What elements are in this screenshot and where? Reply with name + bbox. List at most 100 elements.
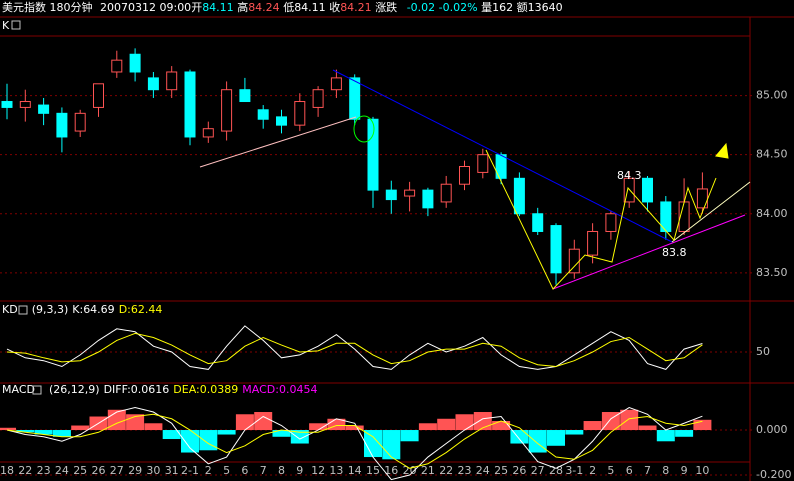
macd-title: MACD — [2, 383, 35, 396]
x-tick-label: 16 — [384, 464, 398, 477]
circle-marker — [353, 115, 375, 143]
macd-bar — [418, 423, 437, 431]
macd-bar — [583, 421, 602, 431]
candle-body — [513, 177, 525, 215]
candle-body — [166, 71, 178, 91]
macd-bar — [0, 427, 16, 431]
macd-bar — [162, 430, 181, 440]
candle-body — [312, 89, 324, 108]
candle-body — [221, 89, 233, 132]
macd-bar — [492, 421, 511, 431]
series-line — [6, 325, 703, 370]
macd-bar — [693, 419, 712, 431]
arrow-head — [715, 142, 729, 159]
x-tick-label: 30 — [146, 464, 160, 477]
macd-bar — [327, 418, 346, 431]
kd-params: (9,3,3) — [32, 303, 69, 316]
macd-bar — [473, 412, 492, 431]
x-tick-label: 31 — [165, 464, 179, 477]
macd-bar — [181, 430, 199, 453]
x-tick-label: 24 — [55, 464, 69, 477]
low-label: 低 — [283, 1, 294, 14]
diff-value: 0.0616 — [131, 383, 170, 396]
candle-body — [404, 189, 416, 197]
series-line — [6, 332, 703, 368]
macd-bar — [528, 430, 547, 453]
x-tick-label: 8 — [278, 464, 285, 477]
candle-body — [477, 154, 489, 173]
dea-label: DEA: — [173, 383, 199, 396]
candle-body — [568, 248, 580, 274]
candle-body — [495, 154, 507, 179]
x-tick-label: 5 — [607, 464, 614, 477]
macd-bar — [34, 430, 53, 435]
x-tick-label: 13 — [329, 464, 343, 477]
candle-body — [623, 177, 635, 203]
x-tick-label: 23 — [37, 464, 51, 477]
x-tick-label: 26 — [512, 464, 526, 477]
trend-line — [332, 69, 673, 243]
macd-bar — [144, 423, 163, 431]
candle-body — [367, 118, 379, 191]
x-tick-label: 25 — [494, 464, 508, 477]
frame — [0, 16, 794, 481]
x-tick-label: 2 — [205, 464, 212, 477]
y-tick-label: 0.000 — [756, 423, 788, 436]
datetime: 20070312 09:00 — [100, 1, 191, 14]
x-tick-label: 10 — [695, 464, 709, 477]
macd-bar — [52, 430, 71, 437]
x-tick-label: 12 — [311, 464, 325, 477]
amount-label: 额 — [517, 1, 528, 14]
x-tick-label: 25 — [73, 464, 87, 477]
macd-bar — [455, 414, 474, 431]
macd-bar — [309, 423, 328, 431]
y-tick-label: -0.200 — [756, 468, 791, 481]
change-label: 涨跌 — [375, 0, 397, 14]
macd-bar — [675, 430, 694, 437]
period: 180分钟 — [50, 0, 93, 14]
y-tick-label: 85.00 — [756, 89, 788, 102]
x-tick-label: 21 — [421, 464, 435, 477]
close-label: 收 — [329, 0, 340, 14]
y-tick-label: 83.50 — [756, 266, 788, 279]
candle-body — [184, 71, 196, 138]
macd-bar — [71, 425, 90, 431]
x-tick-label: 26 — [92, 464, 106, 477]
candle-body — [385, 189, 397, 201]
panel-button[interactable] — [11, 20, 21, 30]
macd-label: MACD: — [242, 383, 279, 396]
candle-body — [642, 177, 653, 203]
macd-bar — [16, 430, 35, 433]
diff-label: DIFF: — [104, 383, 131, 396]
macd-bar — [272, 430, 291, 437]
candle-body — [111, 59, 123, 73]
panel-button[interactable] — [32, 385, 42, 395]
kd-legend: KD (9,3,3) K:64.69 D:62.44 — [2, 303, 162, 316]
x-tick-label: 27 — [110, 464, 124, 477]
x-tick-label: 3-1 — [565, 464, 583, 477]
macd-bar — [290, 430, 309, 444]
candle-body — [459, 165, 470, 185]
x-tick-label: 15 — [366, 464, 380, 477]
macd-bar — [382, 430, 401, 460]
dea-value: 0.0389 — [200, 383, 239, 396]
macd-bar — [437, 418, 456, 431]
symbol: 美元指数 — [2, 0, 46, 14]
candle-body — [129, 53, 141, 73]
candle-body — [587, 230, 599, 256]
candle-body — [239, 89, 251, 103]
candle-body — [330, 77, 342, 91]
candle-body — [422, 189, 434, 209]
x-tick-label: 27 — [531, 464, 545, 477]
k-label: K: — [72, 303, 83, 316]
panel-button[interactable] — [18, 305, 28, 315]
macd-bar — [620, 409, 639, 431]
change: -0.02 — [407, 1, 435, 14]
candle-body — [349, 77, 361, 120]
y-tick-label: 84.00 — [756, 207, 788, 220]
x-tick-label: 14 — [348, 464, 362, 477]
x-tick-label: 9 — [296, 464, 303, 477]
